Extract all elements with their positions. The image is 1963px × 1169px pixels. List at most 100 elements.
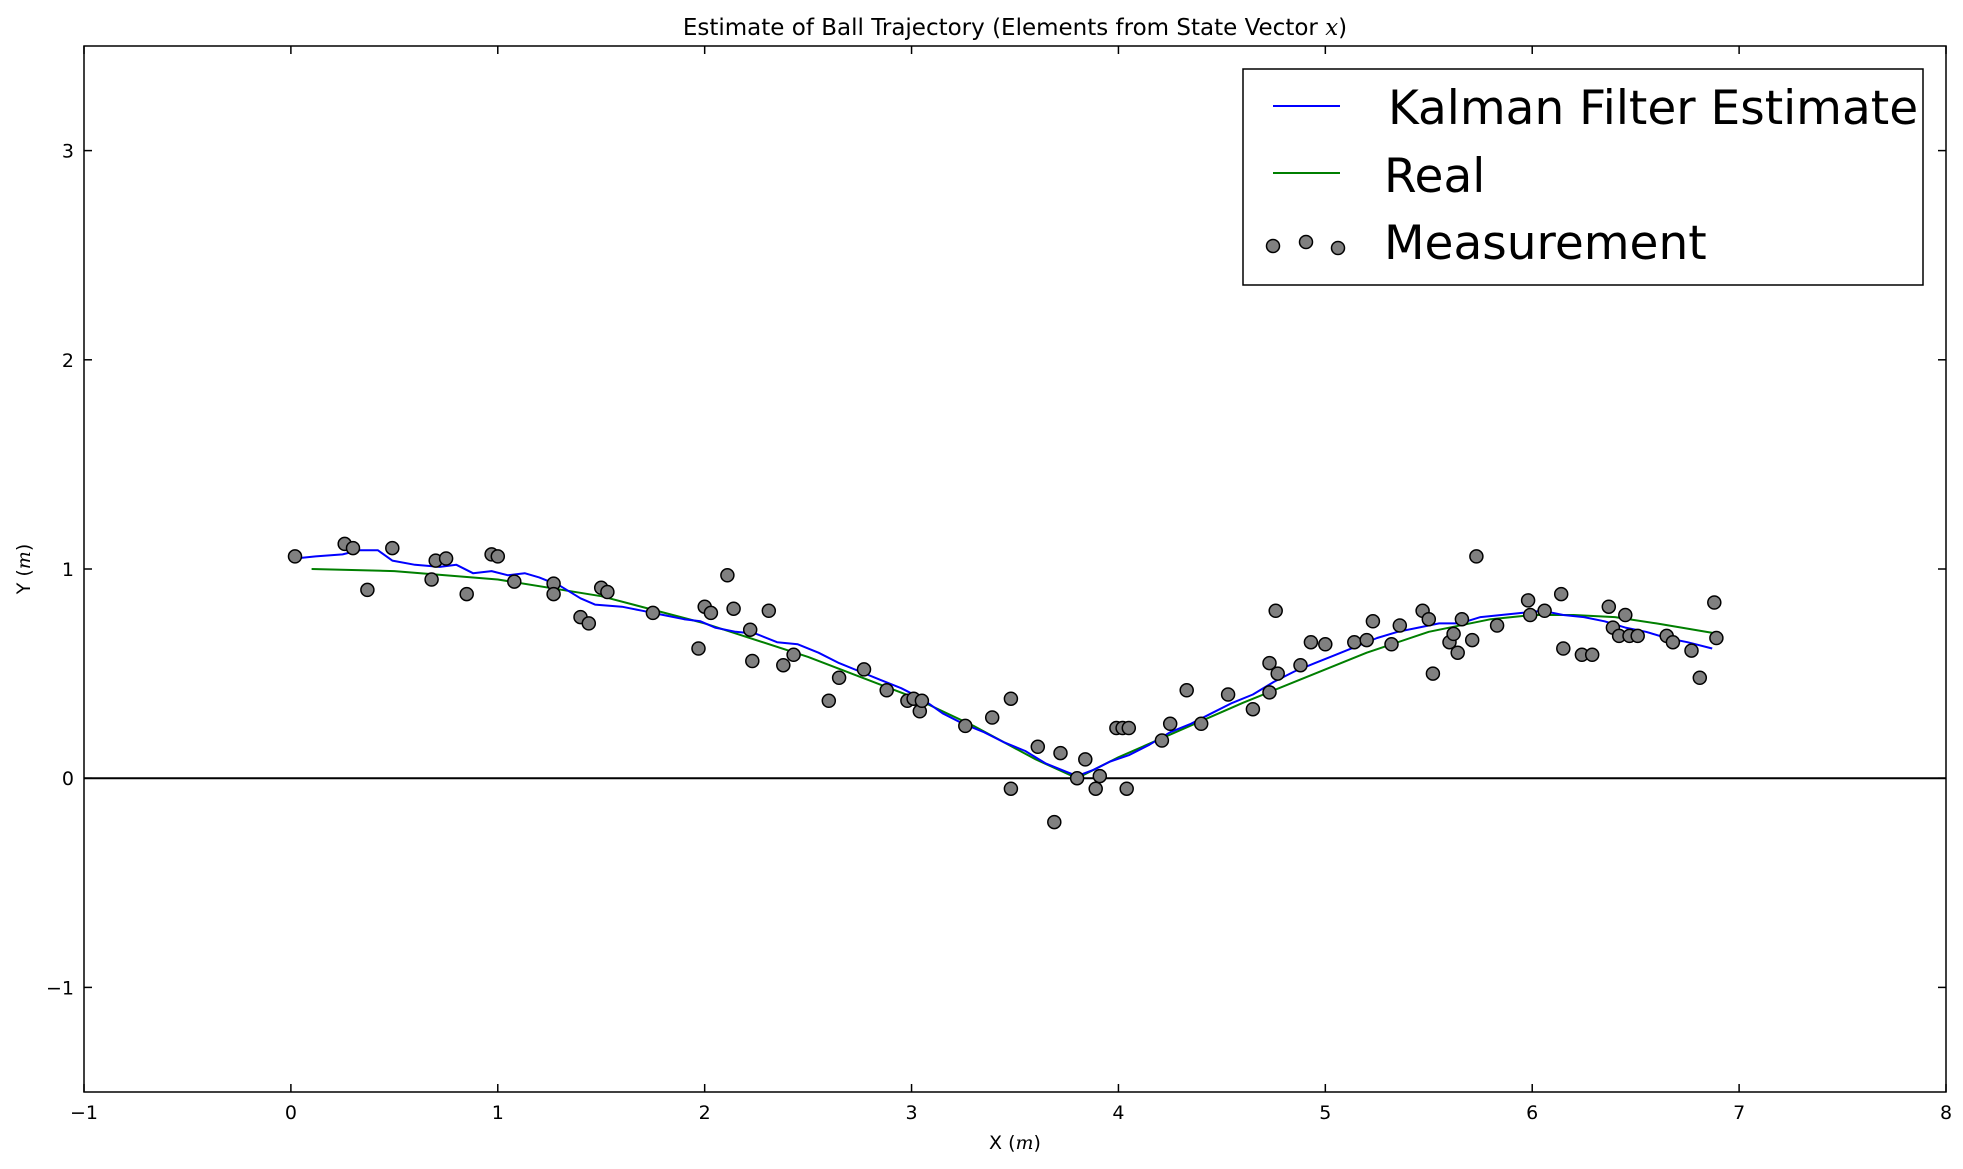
measurement-point (984, 710, 1000, 725)
measurement-point (581, 616, 597, 631)
measurement-point (1069, 770, 1085, 786)
chart-title: Estimate of Ball Trajectory (Elements fr… (683, 15, 1347, 41)
measurement-point (720, 568, 735, 583)
measurement-point (821, 693, 837, 709)
legend-measurement-label: Measurement (1384, 216, 1707, 271)
measurement-point (546, 586, 561, 602)
measurement-point (703, 605, 719, 621)
measurement-point (831, 670, 847, 686)
measurement-point (1553, 586, 1569, 602)
x-tick-label: 2 (699, 1102, 711, 1124)
measurement-point (1179, 683, 1194, 698)
measurement-point (1469, 549, 1484, 564)
legend-kalman-label: Kalman Filter Estimate (1388, 81, 1918, 136)
measurement-point (1630, 628, 1645, 644)
measurement-point (1119, 781, 1134, 796)
measurement-point (1522, 607, 1538, 623)
measurement-point (1347, 634, 1362, 650)
measurement-point (1121, 720, 1137, 736)
measurement-point (726, 601, 741, 616)
measurement-point (879, 683, 894, 698)
measurement-point (1293, 657, 1308, 673)
measurement-series-group (287, 536, 1724, 830)
measurement-point (360, 582, 375, 598)
x-tick-label: 5 (1319, 1102, 1331, 1124)
measurement-point (761, 603, 777, 619)
measurement-point (645, 605, 661, 621)
measurement-point (786, 647, 801, 663)
measurement-point (507, 574, 522, 589)
measurement-point (1584, 647, 1600, 663)
measurement-point (1454, 611, 1470, 627)
measurement-point (490, 549, 506, 564)
x-tick-label: 4 (1112, 1102, 1124, 1124)
legend: Kalman Filter Estimate Real Measurement (1242, 68, 1924, 286)
measurement-point (1303, 634, 1319, 650)
measurement-point (1618, 607, 1633, 623)
y-tick-label: 0 (62, 768, 74, 790)
measurement-point (1088, 781, 1103, 796)
measurement-point (1193, 716, 1209, 732)
measurement-point (1270, 666, 1285, 681)
x-tick-label: 1 (492, 1102, 504, 1124)
measurement-point (1392, 618, 1408, 633)
x-tick-label: 6 (1526, 1102, 1538, 1124)
measurement-point (1692, 670, 1708, 686)
measurement-point (1262, 655, 1277, 671)
measurement-point (1092, 768, 1108, 784)
measurement-point (1053, 745, 1068, 761)
measurement-point (1556, 641, 1571, 656)
measurement-point (1245, 701, 1261, 717)
measurement-point (459, 586, 474, 602)
x-axis-title: X (m) (989, 1132, 1041, 1154)
measurement-point (1489, 618, 1505, 633)
measurement-point (1154, 733, 1170, 748)
x-tick-label: 3 (906, 1102, 918, 1124)
measurement-point (1047, 814, 1062, 830)
legend-measurement-marker (1298, 234, 1314, 250)
measurement-point (1464, 632, 1480, 648)
measurement-point (345, 540, 361, 556)
measurement-point (438, 551, 454, 566)
measurement-point (1665, 634, 1681, 650)
tick-group (83, 46, 1947, 1092)
measurement-point (742, 622, 758, 637)
measurement-point (1446, 626, 1461, 642)
y-tick-label: −1 (46, 977, 74, 999)
legend-measurement-marker (1330, 240, 1346, 256)
measurement-point (1684, 643, 1699, 658)
y-tick-label: 3 (62, 141, 74, 163)
measurement-point (958, 718, 973, 734)
measurement-point (1268, 603, 1283, 619)
measurement-point (1601, 599, 1617, 614)
measurement-point (1709, 630, 1724, 646)
measurement-point (424, 572, 439, 587)
legend-measurement-marker (1265, 238, 1281, 254)
measurement-point (691, 641, 706, 656)
measurement-point (1359, 632, 1374, 648)
measurement-point (1003, 781, 1019, 796)
x-tick-label: −1 (70, 1102, 98, 1124)
legend-real-label: Real (1384, 149, 1485, 204)
measurement-point (1520, 593, 1536, 608)
y-tick-labels: −1 0 1 2 3 (46, 141, 74, 1000)
measurement-point (1384, 637, 1399, 652)
measurement-point (600, 584, 615, 600)
measurement-point (1162, 716, 1178, 732)
measurement-point (745, 653, 760, 669)
y-axis-title: Y (m) (13, 544, 35, 596)
measurement-point (914, 693, 930, 709)
measurement-point (1003, 691, 1019, 706)
measurement-point (1078, 752, 1093, 767)
measurement-point (287, 549, 303, 564)
y-tick-label: 2 (62, 350, 74, 372)
measurement-point (1365, 614, 1381, 629)
measurement-point (1318, 637, 1333, 652)
legend-box (1242, 68, 1924, 286)
measurement-point (385, 540, 400, 556)
measurement-point (1707, 595, 1722, 610)
measurement-point (776, 657, 791, 673)
x-tick-labels: −1 0 1 2 3 4 5 6 7 8 (70, 1102, 1952, 1124)
y-tick-label: 1 (62, 559, 74, 581)
